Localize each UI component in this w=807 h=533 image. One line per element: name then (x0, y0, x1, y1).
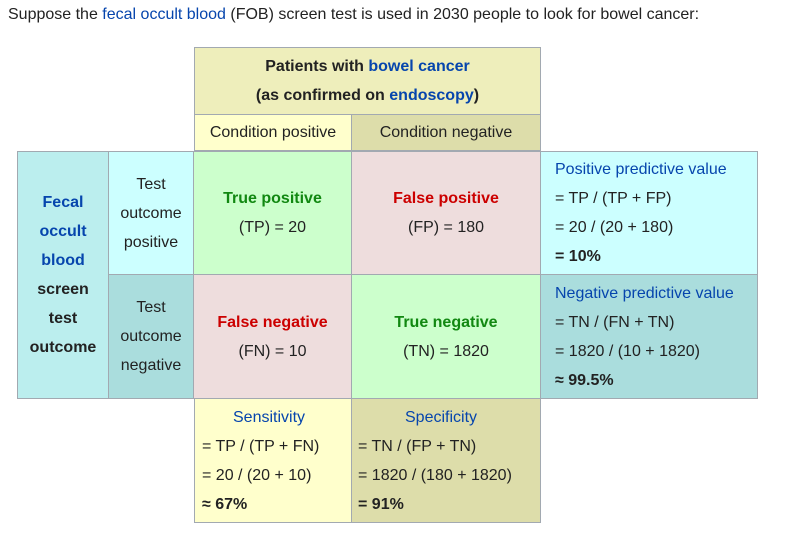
true-negative-cell: True negative (TN) = 1820 (352, 275, 541, 399)
false-negative-title: False negative (217, 313, 328, 331)
sensitivity-calc: = 20 / (20 + 10) (202, 466, 312, 484)
npv-calc: = 1820 / (10 + 1820) (555, 342, 700, 360)
fob-text-line-3: outcome (29, 339, 97, 356)
fob-text-line-1: screen (37, 281, 89, 298)
test-outcome-positive: Test outcome positive (109, 151, 194, 275)
ppv-cell: Positive predictive value = TP / (TP + F… (541, 151, 758, 275)
false-negative-cell: False negative (FN) = 10 (194, 275, 352, 399)
specificity-calc: = 1820 / (180 + 1820) (358, 466, 512, 484)
false-positive-cell: False positive (FP) = 180 (352, 151, 541, 275)
patients-header-line1: Patients with bowel cancer (265, 58, 470, 75)
specificity-formula: = TN / (FP + TN) (358, 437, 477, 455)
test-outcome-negative: Test outcome negative (109, 275, 194, 399)
intro-prefix: Suppose the (8, 6, 103, 23)
fob-link-line-1[interactable]: Fecal (42, 194, 84, 211)
true-positive-value: (TP) = 20 (238, 219, 307, 236)
specificity-title-link[interactable]: Specificity (405, 408, 478, 426)
npv-formula: = TN / (FN + TN) (555, 313, 675, 331)
specificity-cell: Specificity = TN / (FP + TN) = 1820 / (1… (352, 399, 541, 523)
true-positive-cell: True positive (TP) = 20 (194, 151, 352, 275)
npv-title-link[interactable]: Negative predictive value (555, 284, 734, 302)
bowel-cancer-link[interactable]: bowel cancer (368, 58, 470, 75)
false-positive-value: (FP) = 180 (407, 219, 485, 236)
condition-positive-header: Condition positive (194, 115, 352, 151)
sensitivity-result: ≈ 67% (202, 495, 248, 513)
patients-header: Patients with bowel cancer (as confirmed… (194, 47, 541, 115)
true-negative-value: (TN) = 1820 (403, 342, 489, 360)
specificity-result: = 91% (358, 495, 404, 513)
sensitivity-title-link[interactable]: Sensitivity (233, 408, 306, 426)
npv-cell: Negative predictive value = TN / (FN + T… (541, 275, 758, 399)
true-negative-title: True negative (394, 313, 498, 331)
fob-text-line-2: test (48, 310, 78, 327)
ppv-formula: = TP / (TP + FP) (555, 190, 672, 207)
false-negative-value: (FN) = 10 (238, 342, 307, 360)
ppv-result: = 10% (555, 248, 601, 265)
sensitivity-formula: = TP / (TP + FN) (202, 437, 320, 455)
ppv-title-link[interactable]: Positive predictive value (555, 161, 727, 178)
true-positive-title: True positive (223, 190, 322, 207)
intro-sentence: Suppose the fecal occult blood (FOB) scr… (8, 4, 699, 26)
condition-negative-header: Condition negative (352, 115, 541, 151)
fob-link-line-2[interactable]: occult (39, 223, 87, 240)
false-positive-title: False positive (393, 190, 499, 207)
intro-suffix: (FOB) screen test is used in 2030 people… (225, 6, 700, 23)
fob-row-header: Fecal occult blood screen test outcome (17, 151, 109, 399)
fecal-occult-blood-link[interactable]: fecal occult blood (102, 6, 226, 23)
patients-header-line2: (as confirmed on endoscopy) (255, 87, 480, 104)
sensitivity-cell: Sensitivity = TP / (TP + FN) = 20 / (20 … (194, 399, 352, 523)
ppv-calc: = 20 / (20 + 180) (555, 219, 674, 236)
npv-result: ≈ 99.5% (555, 371, 614, 389)
endoscopy-link[interactable]: endoscopy (389, 87, 474, 104)
fob-link-line-3[interactable]: blood (41, 252, 85, 269)
